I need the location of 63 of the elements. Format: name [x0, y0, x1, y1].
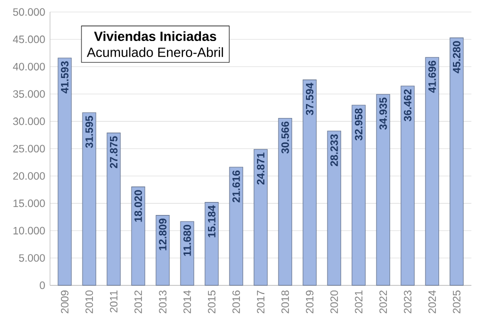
x-tick-label: 2022	[379, 290, 387, 314]
x-tick-label: 2015	[208, 290, 216, 314]
bar	[156, 215, 170, 286]
data-label: 45.280	[452, 41, 460, 74]
y-tick-label: 25.000	[13, 144, 45, 152]
bar	[131, 186, 146, 286]
y-tick-label: 50.000	[13, 8, 45, 16]
x-tick-label: 2025	[452, 290, 460, 314]
data-label: 41.696	[428, 60, 436, 93]
data-label: 31.595	[85, 116, 93, 148]
bar	[254, 149, 268, 286]
x-tick-label: 2024	[428, 290, 436, 314]
bar	[229, 166, 244, 286]
data-label: 27.875	[110, 136, 118, 168]
y-tick-label: 0	[40, 282, 45, 290]
y-tick-label: 35.000	[13, 90, 45, 98]
bar	[58, 58, 72, 286]
text: Viviendas Iniciadas	[94, 31, 216, 42]
data-label: 41.593	[60, 61, 68, 94]
x-tick-label: 2012	[134, 290, 142, 314]
y-tick-label: 5.000	[19, 254, 45, 262]
data-label: 21.616	[232, 170, 240, 202]
data-label: 24.871	[256, 152, 264, 185]
x-tick-label: 2019	[306, 290, 314, 314]
y-tick-label: 45.000	[12, 36, 45, 44]
bar	[302, 80, 317, 286]
x-tick-label: 2021	[354, 290, 362, 314]
data-label: 30.566	[281, 122, 289, 154]
x-tick-label: 2013	[158, 290, 166, 314]
x-tick-label: 2011	[110, 290, 118, 312]
bar	[82, 112, 96, 286]
bar	[204, 202, 219, 286]
data-label: 18.020	[134, 190, 142, 222]
x-tick-label: 2020	[330, 290, 338, 314]
data-label: 32.958	[354, 108, 362, 140]
text: Acumulado Enero-Abril	[86, 47, 223, 58]
y-tick-label: 40.000	[12, 62, 45, 70]
data-label: 36.462	[404, 89, 412, 122]
bar	[450, 38, 464, 286]
data-label: 12.809	[158, 218, 166, 250]
x-tick-label: 2023	[404, 290, 412, 314]
x-tick-label: 2017	[256, 290, 264, 314]
y-tick-label: 20.000	[13, 172, 45, 180]
x-tick-label: 2018	[281, 290, 289, 314]
data-label: 28.233	[330, 134, 338, 166]
data-label: 11.680	[183, 224, 191, 256]
x-tick-label: 2014	[183, 290, 191, 314]
data-label: 15.184	[208, 205, 216, 238]
data-label: 37.594	[306, 82, 314, 116]
x-tick-label: 2016	[232, 290, 240, 314]
x-tick-label: 2010	[85, 290, 93, 314]
data-label: 34.935	[379, 98, 387, 130]
y-tick-label: 15.000	[13, 200, 45, 208]
bar	[352, 104, 366, 286]
bar	[278, 118, 292, 286]
bar	[400, 86, 415, 286]
x-tick-label: 2009	[60, 290, 68, 314]
y-tick-label: 10.000	[13, 226, 45, 234]
bar	[376, 94, 390, 286]
bar	[327, 130, 342, 286]
y-tick-label: 30.000	[13, 118, 45, 126]
bar	[425, 57, 440, 286]
bar	[106, 132, 121, 286]
